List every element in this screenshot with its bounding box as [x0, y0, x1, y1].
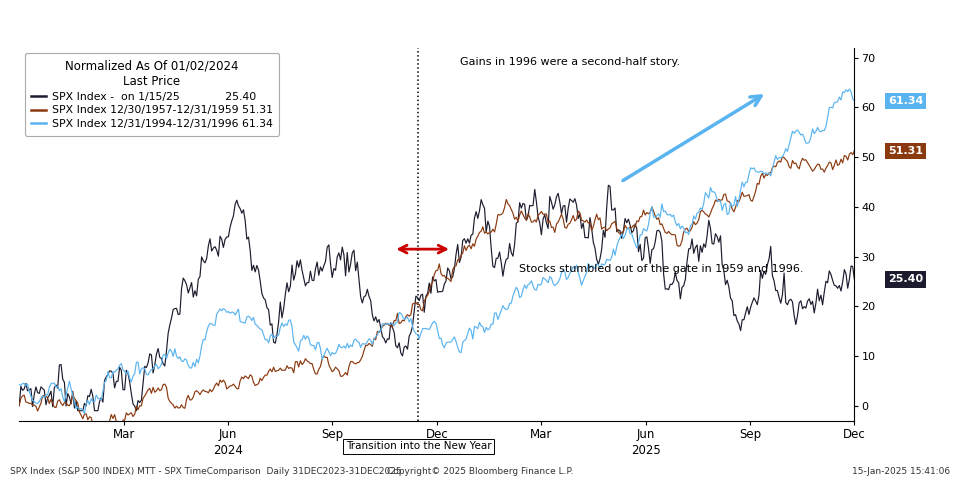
Text: 15-Jan-2025 15:41:06: 15-Jan-2025 15:41:06 [852, 467, 950, 476]
Text: 25.40: 25.40 [888, 274, 923, 284]
Text: 2025: 2025 [631, 444, 660, 457]
Text: Transition into the New Year: Transition into the New Year [346, 441, 492, 451]
Text: SPX Index (S&P 500 INDEX) MTT - SPX TimeComparison  Daily 31DEC2023-31DEC2025: SPX Index (S&P 500 INDEX) MTT - SPX Time… [10, 467, 401, 476]
Text: Stocks stumbled out of the gate in 1959 and 1996.: Stocks stumbled out of the gate in 1959 … [518, 264, 804, 274]
Text: Copyright© 2025 Bloomberg Finance L.P.: Copyright© 2025 Bloomberg Finance L.P. [387, 467, 573, 476]
Text: 2024: 2024 [213, 444, 243, 457]
Text: Gains in 1996 were a second-half story.: Gains in 1996 were a second-half story. [461, 57, 681, 67]
Text: 51.31: 51.31 [888, 146, 923, 156]
Text: 61.34: 61.34 [888, 96, 924, 106]
Legend: SPX Index -  on 1/15/25             25.40, SPX Index 12/30/1957-12/31/1959 51.31: SPX Index - on 1/15/25 25.40, SPX Index … [25, 53, 279, 136]
